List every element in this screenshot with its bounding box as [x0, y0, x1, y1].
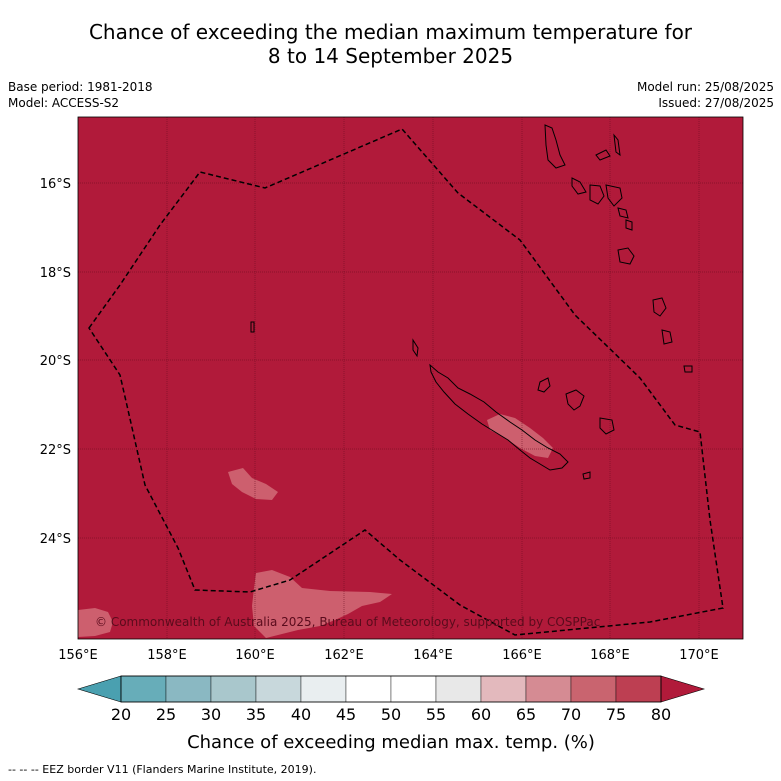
lon-label: 160°E: [235, 648, 275, 663]
lat-label: 16°S: [40, 177, 71, 192]
copyright-text: © Commonwealth of Australia 2025, Bureau…: [95, 615, 600, 629]
lon-label: 164°E: [413, 648, 453, 663]
title-line-2: 8 to 14 September 2025: [267, 44, 514, 68]
colorbar-label: Chance of exceeding median max. temp. (%…: [187, 732, 595, 753]
coastlines: [250, 124, 693, 480]
light-patch-new-caledonia: [487, 414, 553, 458]
lat-label: 24°S: [40, 532, 71, 547]
title-line-1: Chance of exceeding the median maximum t…: [88, 20, 693, 44]
base-period: Base period: 1981-2018: [8, 80, 153, 94]
light-patch-south: [252, 570, 392, 638]
eez-legend-note: -- -- -- EEZ border V11 (Flanders Marine…: [8, 763, 317, 776]
lon-label: 166°E: [502, 648, 542, 663]
lat-label: 20°S: [40, 354, 71, 369]
colorbar-tick-label: 60: [471, 705, 491, 724]
colorbar-tick-label: 70: [561, 705, 581, 724]
colorbar-segment: [615, 675, 662, 703]
colorbar-segment: [255, 675, 302, 703]
colorbar-tick-label: 50: [381, 705, 401, 724]
vanuatu-outline: [544, 124, 693, 373]
colorbar-frame: [120, 675, 662, 703]
new-caledonia-outline: [429, 363, 569, 471]
colorbar-tick-label: 80: [651, 705, 671, 724]
colorbar-tick-label: 25: [156, 705, 176, 724]
colorbar-segment: [435, 675, 482, 703]
lat-label: 18°S: [40, 266, 71, 281]
lon-label: 158°E: [147, 648, 187, 663]
lon-label: 156°E: [58, 648, 98, 663]
colorbar-segment: [390, 675, 437, 703]
map-area: [78, 117, 743, 639]
colorbar-segment: [210, 675, 257, 703]
colorbar-tick-label: 30: [201, 705, 221, 724]
colorbar: 20 25 30 35 40 45 50 55 60 65 70 75 80: [76, 675, 706, 724]
graticule: [78, 117, 743, 639]
lat-label: 22°S: [40, 443, 71, 458]
colorbar-tick-label: 75: [606, 705, 626, 724]
colorbar-segment: [300, 675, 347, 703]
colorbar-segment: [480, 675, 527, 703]
colorbar-segment: [570, 675, 617, 703]
colorbar-under-arrow: [76, 675, 122, 703]
model-run: Model run: 25/08/2025: [636, 80, 774, 94]
latitude-labels: 16°S 18°S 20°S 22°S 24°S: [40, 177, 71, 547]
colorbar-segment: [165, 675, 212, 703]
light-patch-central: [228, 468, 278, 500]
colorbar-over-arrow: [660, 675, 706, 703]
colorbar-tick-label: 65: [516, 705, 536, 724]
eez-border: [88, 128, 724, 636]
colorbar-segment: [525, 675, 572, 703]
colorbar-segment: [120, 675, 167, 703]
model-name: Model: ACCESS-S2: [8, 96, 120, 110]
colorbar-tick-label: 35: [246, 705, 266, 724]
colorbar-tick-label: 20: [111, 705, 131, 724]
colorbar-tick-label: 55: [426, 705, 446, 724]
light-patch-west: [78, 608, 113, 637]
lon-label: 168°E: [590, 648, 630, 663]
map-frame: [77, 116, 744, 640]
loyalty-islands-outline: [565, 389, 585, 411]
longitude-labels: 156°E 158°E 160°E 162°E 164°E 166°E 168°…: [58, 648, 719, 663]
issued-date: Issued: 27/08/2025: [658, 96, 774, 110]
colorbar-segment: [345, 675, 392, 703]
colorbar-tick-label: 45: [336, 705, 356, 724]
colorbar-tick-label: 40: [291, 705, 311, 724]
lon-label: 170°E: [679, 648, 719, 663]
lon-label: 162°E: [324, 648, 364, 663]
